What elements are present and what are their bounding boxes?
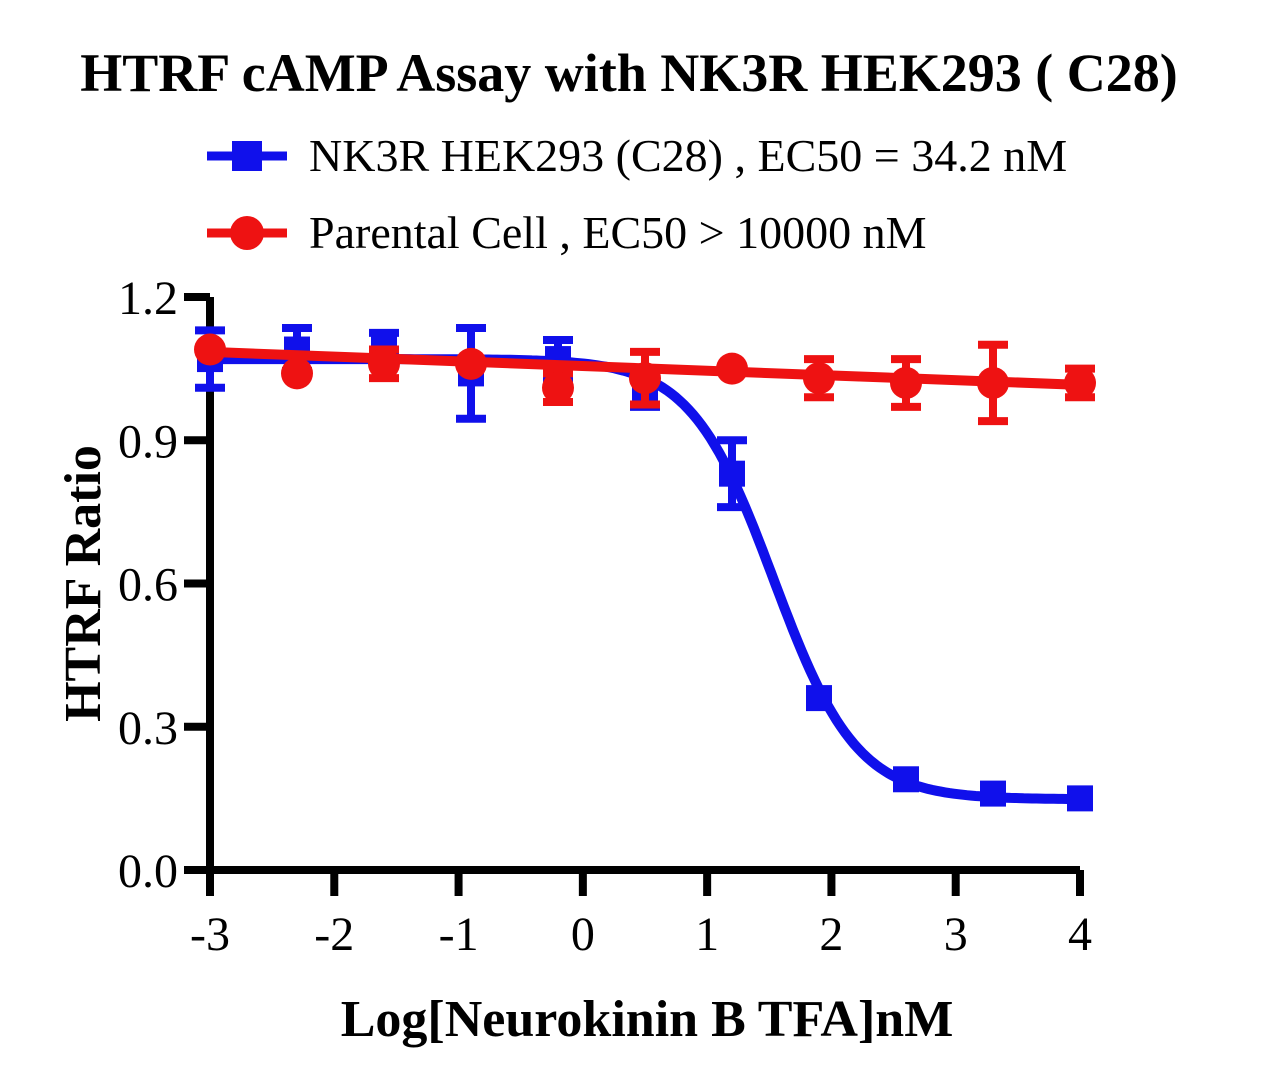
y-tick-label: 0.9 (118, 415, 178, 468)
x-tick-label: 2 (819, 908, 843, 961)
y-tick-label: 0.3 (118, 702, 178, 755)
data-point-square (980, 780, 1006, 807)
x-tick-label: 1 (695, 908, 719, 961)
x-tick-label: 0 (571, 908, 595, 961)
x-tick-label: 3 (944, 908, 968, 961)
data-point-square (893, 766, 919, 793)
legend-square-marker-icon (207, 140, 287, 171)
data-point-circle (890, 366, 922, 399)
x-tick-label: -3 (190, 908, 230, 961)
data-point-square (806, 685, 832, 712)
legend: NK3R HEK293 (C28) , EC50 = 34.2 nM Paren… (205, 117, 1067, 271)
axes (184, 293, 1084, 896)
fit-curve-nk3r-hek293-c28 (210, 354, 1081, 805)
data-point-circle (629, 362, 661, 395)
data-point-square (1067, 785, 1093, 812)
data-point-circle (977, 366, 1009, 399)
x-axis-title: Log[Neurokinin B TFA]nM (341, 991, 954, 1048)
legend-item-nk3r-hek293: NK3R HEK293 (C28) , EC50 = 34.2 nM (205, 117, 1067, 194)
data-point-circle (716, 352, 748, 385)
y-tick-label: 0.0 (118, 845, 178, 898)
legend-item-parental-cell: Parental Cell , EC50 > 10000 nM (205, 194, 1067, 271)
data-point-circle (281, 357, 313, 390)
legend-label-nk3r-hek293: NK3R HEK293 (C28) , EC50 = 34.2 nM (309, 129, 1068, 181)
data-point-circle (194, 333, 226, 366)
data-point-square (719, 460, 745, 487)
data-point-circle (455, 347, 487, 380)
x-tick-label: -2 (314, 908, 354, 961)
series-parental-cell (194, 333, 1096, 426)
data-point-circle (542, 371, 574, 404)
y-tick-label: 0.6 (118, 559, 178, 612)
x-tick-label: -1 (439, 908, 479, 961)
y-axis-title: HTRF Ratio (55, 445, 112, 722)
chart-title: HTRF cAMP Assay with NK3R HEK293 ( C28) (80, 43, 1178, 103)
x-tick-label: 4 (1068, 908, 1092, 961)
data-point-circle (368, 347, 400, 380)
y-tick-label: 1.2 (118, 272, 178, 325)
data-point-circle (1064, 366, 1096, 399)
legend-label-parental-cell: Parental Cell , EC50 > 10000 nM (309, 206, 927, 258)
tick-labels: 0.0 0.3 0.6 0.9 1.2 -3 -2 -1 0 1 2 3 4 (118, 272, 1092, 961)
data-point-circle (803, 362, 835, 395)
legend-circle-marker-icon (207, 215, 287, 250)
